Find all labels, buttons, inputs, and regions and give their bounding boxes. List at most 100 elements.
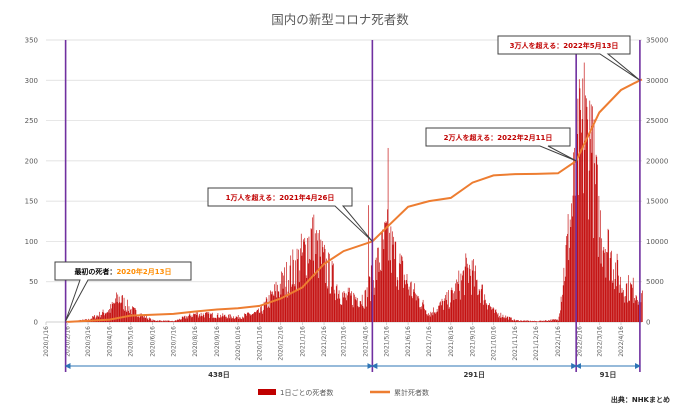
- daily-bar: [305, 275, 307, 322]
- daily-bar: [313, 214, 315, 322]
- daily-bar: [521, 321, 523, 322]
- daily-bar: [229, 318, 231, 322]
- daily-bar: [613, 269, 614, 322]
- daily-bar: [314, 275, 315, 322]
- daily-bar: [430, 311, 432, 322]
- daily-bar: [298, 282, 300, 322]
- daily-bar: [515, 320, 517, 322]
- daily-bar: [546, 320, 548, 322]
- daily-bar: [362, 305, 364, 322]
- daily-bar: [433, 312, 435, 322]
- x-tick-label: 2021/1/16: [299, 326, 306, 357]
- daily-bar: [417, 296, 418, 322]
- daily-bar: [541, 321, 543, 322]
- daily-bar: [140, 316, 142, 322]
- daily-bar: [132, 306, 133, 322]
- daily-bar: [225, 316, 227, 322]
- daily-bar: [397, 280, 399, 322]
- daily-bar: [254, 312, 256, 322]
- daily-bar: [450, 290, 452, 322]
- daily-bar: [191, 315, 193, 322]
- daily-bar: [275, 291, 276, 322]
- daily-bar: [508, 316, 510, 322]
- daily-bar: [417, 296, 419, 322]
- daily-bar: [582, 78, 584, 322]
- daily-bar: [616, 286, 617, 322]
- callout-date: 2022年5月13日: [563, 41, 618, 50]
- daily-bar: [458, 270, 460, 322]
- daily-bar: [443, 300, 445, 322]
- y-right-tick-label: 20000: [646, 157, 668, 165]
- legend-bar-label: 1日ごとの死者数: [280, 388, 333, 397]
- daily-bar: [224, 314, 226, 322]
- daily-bar: [141, 315, 143, 322]
- daily-bar: [280, 294, 282, 322]
- daily-bar: [449, 307, 451, 322]
- duration-arrows: 438日 291日 91日: [64, 363, 641, 379]
- y-axis-left: 0 50 100 150 200 250 300 350: [25, 37, 38, 327]
- daily-bar: [272, 294, 274, 322]
- daily-bar: [121, 295, 123, 322]
- daily-bar: [356, 300, 357, 322]
- y-left-tick-label: 100: [25, 238, 38, 246]
- daily-bar: [626, 283, 628, 322]
- daily-bar: [118, 303, 119, 322]
- daily-bar: [501, 316, 503, 322]
- daily-bar: [345, 297, 346, 322]
- daily-bar: [500, 312, 502, 322]
- daily-bar: [363, 308, 365, 322]
- daily-bar: [116, 301, 118, 322]
- daily-bar: [576, 133, 578, 322]
- daily-bar: [543, 320, 544, 322]
- daily-bar: [254, 311, 255, 322]
- daily-bar: [368, 276, 370, 322]
- daily-bar: [478, 294, 479, 322]
- daily-bar: [462, 271, 464, 322]
- daily-bar: [443, 309, 444, 322]
- x-tick-label: 2020/12/16: [278, 326, 285, 361]
- daily-bar: [412, 298, 413, 322]
- daily-bar: [501, 317, 502, 322]
- daily-bar: [109, 312, 111, 322]
- daily-bar: [331, 260, 333, 322]
- daily-bar: [570, 227, 572, 322]
- chart-title: 国内の新型コロナ死者数: [271, 12, 409, 27]
- daily-bar: [642, 290, 643, 322]
- daily-bar: [380, 271, 382, 322]
- daily-bar: [389, 232, 390, 322]
- daily-bar: [625, 296, 626, 322]
- daily-bar: [387, 209, 388, 322]
- daily-bar: [321, 241, 323, 322]
- daily-bar: [539, 320, 540, 322]
- daily-bar: [205, 312, 207, 322]
- daily-bar: [516, 319, 518, 322]
- daily-bar: [230, 314, 231, 322]
- daily-bar: [431, 312, 433, 322]
- daily-bar: [413, 291, 415, 322]
- daily-bar: [587, 119, 589, 322]
- daily-bar: [571, 203, 572, 322]
- daily-bar: [460, 273, 462, 322]
- daily-bar: [151, 320, 152, 322]
- daily-bar: [391, 231, 393, 322]
- daily-bar: [542, 320, 544, 322]
- daily-bar: [592, 106, 593, 322]
- daily-bar: [611, 250, 612, 322]
- daily-bar: [150, 318, 151, 322]
- daily-bar: [513, 318, 515, 322]
- daily-bar: [185, 318, 187, 322]
- daily-bar: [300, 248, 301, 322]
- daily-bar: [190, 315, 191, 322]
- daily-bar: [317, 233, 319, 322]
- daily-bar: [605, 277, 607, 322]
- daily-bar: [428, 313, 430, 322]
- daily-bar: [156, 320, 158, 322]
- daily-bar: [198, 315, 200, 322]
- daily-bar: [601, 238, 603, 322]
- daily-bar: [527, 320, 529, 322]
- daily-bar: [365, 289, 366, 322]
- daily-bar: [490, 307, 492, 322]
- daily-bar: [617, 260, 619, 322]
- x-tick-label: 2021/10/16: [491, 326, 498, 361]
